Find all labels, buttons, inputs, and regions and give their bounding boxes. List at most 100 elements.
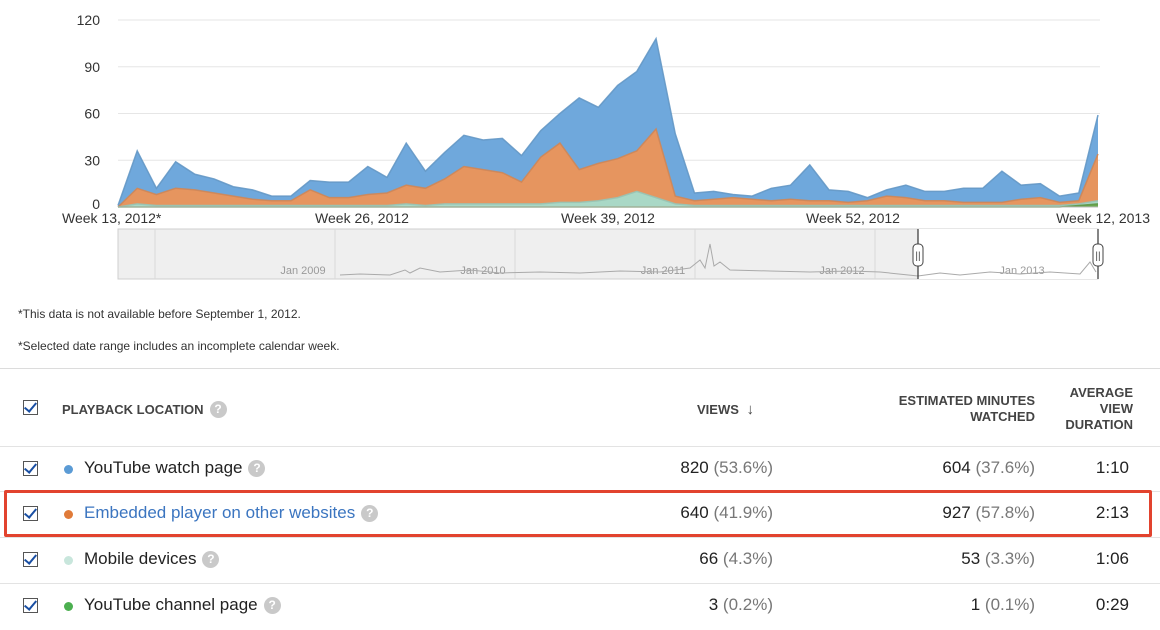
x-tick-label: Week 12, 2013 [1056, 210, 1150, 226]
series-line [117, 190, 1099, 208]
header-views-label: VIEWS [697, 402, 739, 417]
header-estimated-minutes[interactable]: ESTIMATED MINUTES WATCHED [850, 393, 1035, 425]
x-tick-label: Week 39, 2012 [561, 210, 655, 226]
incomplete-week-note: *Selected date range includes an incompl… [18, 339, 340, 353]
row-location: YouTube channel page? [84, 595, 281, 615]
row-views: 820 (53.6%) [560, 458, 773, 478]
y-tick-label: 0 [92, 196, 100, 212]
header-average-duration[interactable]: AVERAGE VIEW DURATION [1040, 385, 1133, 433]
header-views[interactable]: VIEWS ↓ [697, 401, 754, 418]
row-minutes: 927 (57.8%) [820, 503, 1035, 523]
help-icon[interactable]: ? [248, 460, 266, 477]
navigator-year-label: Jan 2011 [641, 265, 685, 277]
row-location-label: YouTube watch page [84, 458, 243, 477]
row-duration: 0:29 [1095, 595, 1129, 614]
series-color-dot [64, 465, 73, 474]
x-tick-label: Week 52, 2012 [806, 210, 900, 226]
header-duration-line2: VIEW [1099, 401, 1133, 416]
row-duration: 1:10 [1095, 458, 1129, 477]
row-duration: 1:06 [1095, 549, 1129, 568]
series-line [117, 36, 1099, 206]
help-icon[interactable]: ? [263, 597, 281, 614]
row-views-value: 820 [680, 458, 709, 477]
header-minutes-line2: WATCHED [970, 409, 1035, 424]
table-row: YouTube watch page? 820 (53.6%) 604 (37.6%… [0, 446, 1160, 493]
navigator-year-label: Jan 2013 [999, 265, 1044, 277]
header-duration-line3: DURATION [1065, 417, 1133, 432]
row-location-label: Embedded player on other websites [84, 503, 356, 522]
y-axis-ticks: 0 30 60 90 120 [77, 12, 101, 212]
header-playback-location[interactable]: PLAYBACK LOCATION? [62, 401, 227, 418]
row-views-percent: (0.2%) [722, 595, 773, 614]
x-tick-label: Week 13, 2012* [62, 210, 162, 226]
row-checkbox[interactable] [23, 506, 38, 521]
row-minutes-value: 53 [961, 549, 981, 568]
x-axis-ticks: Week 13, 2012* Week 26, 2012 Week 39, 2012… [62, 210, 1150, 226]
table-row: Mobile devices? 66 (4.3%) 53 (3.3%) 1:06 [0, 537, 1160, 584]
row-checkbox[interactable] [23, 598, 38, 613]
row-checkbox[interactable] [23, 552, 38, 567]
range-handle[interactable]: || [912, 243, 924, 267]
row-minutes-value: 604 [942, 458, 971, 477]
row-views-percent: (4.3%) [722, 549, 773, 568]
range-handle[interactable]: || [1092, 243, 1104, 267]
row-duration: 2:13 [1095, 503, 1129, 522]
series-color-dot [64, 510, 73, 519]
range-handle-glyph: || [915, 251, 920, 262]
range-handle-glyph: || [1095, 251, 1100, 262]
row-minutes: 53 (3.3%) [820, 549, 1035, 569]
chart-areas [117, 36, 1099, 208]
row-minutes: 604 (37.6%) [820, 458, 1035, 478]
row-views: 3 (0.2%) [560, 595, 773, 615]
range-handle-grip [1092, 243, 1104, 267]
help-icon[interactable]: ? [361, 505, 379, 522]
navigator-year-label: Jan 2009 [280, 265, 325, 277]
row-minutes-percent: (37.6%) [975, 458, 1035, 477]
row-location-label: Mobile devices [84, 549, 197, 568]
header-duration-line1: AVERAGE [1069, 385, 1133, 400]
row-location: Mobile devices? [84, 549, 220, 569]
y-tick-label: 60 [84, 106, 100, 122]
area-series [118, 129, 1098, 207]
table-header: PLAYBACK LOCATION? VIEWS ↓ ESTIMATED MIN… [0, 368, 1160, 447]
navigator-sparkline [339, 243, 1097, 277]
select-all-checkbox[interactable] [23, 400, 38, 415]
row-views: 66 (4.3%) [560, 549, 773, 569]
row-checkbox[interactable] [23, 461, 38, 476]
row-views-value: 3 [708, 595, 719, 614]
y-tick-label: 90 [84, 59, 100, 75]
row-location-label: YouTube channel page [84, 595, 258, 614]
row-location[interactable]: Embedded player on other websites? [84, 503, 379, 523]
range-navigator: Jan 2009 Jan 2010 Jan 2011 Jan 2012 Jan 2013… [117, 228, 1104, 280]
row-views: 640 (41.9%) [560, 503, 773, 523]
highlight-box [4, 490, 1152, 537]
row-views-percent: (41.9%) [713, 503, 773, 522]
row-minutes-percent: (57.8%) [975, 503, 1035, 522]
y-tick-label: 120 [77, 12, 101, 28]
availability-note: *This data is not available before Septe… [18, 307, 301, 321]
row-views-value: 640 [680, 503, 709, 522]
row-location: YouTube watch page? [84, 458, 266, 478]
x-tick-label: Week 26, 2012 [315, 210, 409, 226]
navigator-selected-range [918, 229, 1098, 279]
row-minutes-percent: (3.3%) [984, 549, 1035, 568]
row-views-value: 66 [699, 549, 719, 568]
row-minutes-value: 927 [942, 503, 971, 522]
help-icon[interactable]: ? [209, 401, 227, 418]
row-views-percent: (53.6%) [713, 458, 773, 477]
y-tick-label: 30 [84, 152, 100, 168]
sort-arrow-icon: ↓ [746, 401, 755, 418]
row-minutes-value: 1 [970, 595, 981, 614]
row-minutes-percent: (0.1%) [984, 595, 1035, 614]
series-color-dot [64, 556, 73, 565]
series-line [117, 127, 1099, 208]
header-location-label: PLAYBACK LOCATION [62, 402, 204, 417]
range-handle-grip [912, 243, 924, 267]
table-row: YouTube channel page? 3 (0.2%) 1 (0.1%) 0:2… [0, 583, 1160, 630]
header-minutes-line1: ESTIMATED MINUTES [898, 393, 1035, 408]
row-minutes: 1 (0.1%) [820, 595, 1035, 615]
area-series [118, 38, 1098, 208]
series-color-dot [64, 602, 73, 611]
help-icon[interactable]: ? [202, 551, 220, 568]
